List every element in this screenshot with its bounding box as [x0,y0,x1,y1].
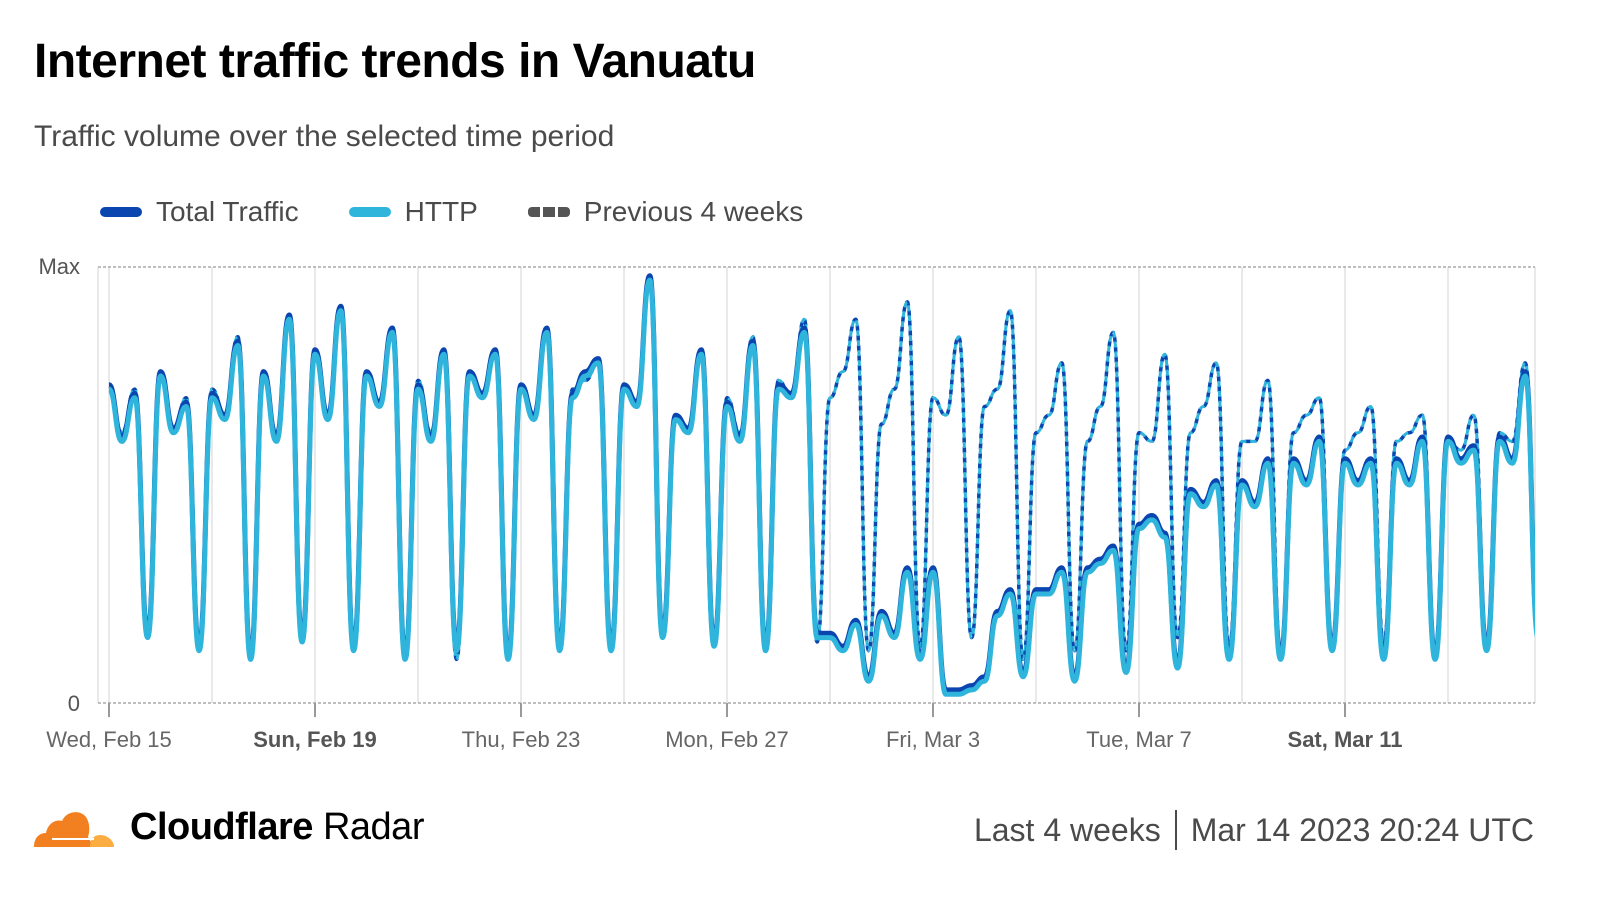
time-range: Last 4 weeks [973,811,1161,848]
timestamp: Mar 14 2023 20:24 UTC [1190,811,1534,848]
x-tick-label: Wed, Feb 15 [46,727,172,752]
x-tick-label: Thu, Feb 23 [462,727,581,752]
x-tick-label: Tue, Mar 7 [1086,727,1192,752]
legend-swatch-previous [527,207,570,217]
cloudflare-radar-logo: Cloudflare Radar [32,806,424,849]
legend-label: Total Traffic [156,196,299,227]
x-tick-label: Fri, Mar 3 [886,727,980,752]
y-tick-max: Max [38,254,80,279]
legend-swatch-http [348,207,391,217]
brand-name: Cloudflare Radar [130,806,424,849]
legend-label: Previous 4 weeks [583,196,804,227]
grid-lines [97,267,1536,703]
legend-item-previous[interactable]: Previous 4 weeks [527,196,804,228]
series-line-http [106,277,1535,697]
legend-item-total-traffic[interactable]: Total Traffic [100,196,299,228]
x-tick-label: Mon, Feb 27 [665,727,789,752]
y-tick-zero: 0 [68,691,80,716]
brand-bold: Cloudflare [130,806,313,848]
cloudflare-cloud-icon [34,811,114,847]
traffic-line-chart: Max 0 Wed, Feb 15 Sun, Feb 19 Thu, Feb 23 M… [38,254,1536,752]
page-subtitle: Traffic volume over the selected time pe… [34,120,615,153]
brand-light: Radar [322,806,425,848]
legend-item-http[interactable]: HTTP [348,196,478,228]
footer-meta: Last 4 weeks Mar 14 2023 20:24 UTC [974,810,1534,850]
page-title: Internet traffic trends in Vanuatu [34,35,756,88]
divider [1174,810,1177,850]
x-tick-label: Sat, Mar 11 [1288,727,1403,752]
legend-label: HTTP [404,196,478,227]
legend-swatch-total [100,207,142,217]
x-tick-label: Sun, Feb 19 [253,727,376,752]
chart-legend: Total Traffic HTTP Previous 4 weeks [100,196,803,228]
